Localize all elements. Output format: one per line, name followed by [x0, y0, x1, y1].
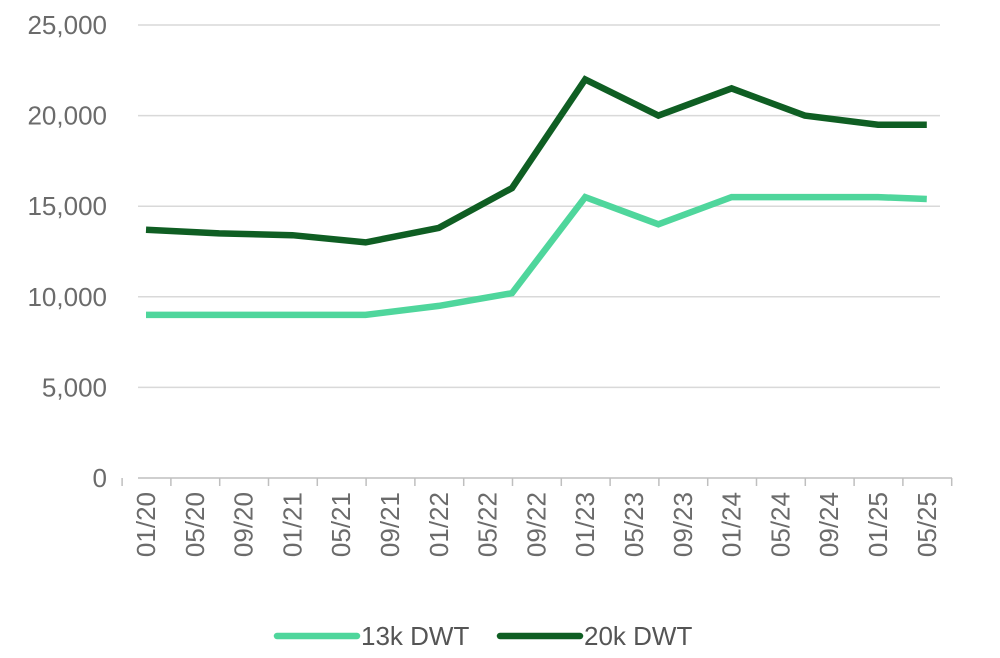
x-tick-label: 01/23 [570, 492, 600, 557]
x-tick-label: 05/21 [326, 492, 356, 557]
legend: 13k DWT 20k DWT [273, 621, 692, 651]
x-tick-label: 09/24 [814, 492, 844, 557]
x-tick-label: 09/23 [668, 492, 698, 557]
x-tick-label: 09/20 [229, 492, 259, 557]
y-axis: 0 5,000 10,000 15,000 20,000 25,000 [27, 10, 107, 493]
x-tick-label: 05/20 [180, 492, 210, 557]
x-axis: 01/20 05/20 09/20 01/21 05/21 09/21 01/22 05/22… [121, 477, 953, 557]
x-tick-label: 05/24 [765, 492, 795, 557]
x-tick-label: 05/22 [473, 492, 503, 557]
y-tick-label: 0 [93, 463, 107, 493]
y-tick-label: 25,000 [27, 10, 107, 40]
x-tick-label: 05/23 [619, 492, 649, 557]
y-tick-label: 10,000 [27, 282, 107, 312]
x-tick-label: 01/21 [277, 492, 307, 557]
x-tick-label: 01/25 [863, 492, 893, 557]
series [145, 75, 927, 319]
x-tick-label: 05/25 [912, 492, 942, 557]
x-tick-label: 09/22 [521, 492, 551, 557]
y-tick-label: 5,000 [42, 372, 107, 402]
y-tick-label: 20,000 [27, 101, 107, 131]
gridlines [138, 24, 940, 389]
series-line-0 [146, 193, 927, 319]
legend-label: 20k DWT [584, 621, 692, 651]
x-tick-label: 01/24 [717, 492, 747, 557]
x-tick-label: 01/20 [131, 492, 161, 557]
legend-label: 13k DWT [361, 621, 469, 651]
series-line-1 [145, 75, 927, 246]
x-tick-label: 09/21 [375, 492, 405, 557]
y-tick-label: 15,000 [27, 191, 107, 221]
x-tick-label: 01/22 [424, 492, 454, 557]
